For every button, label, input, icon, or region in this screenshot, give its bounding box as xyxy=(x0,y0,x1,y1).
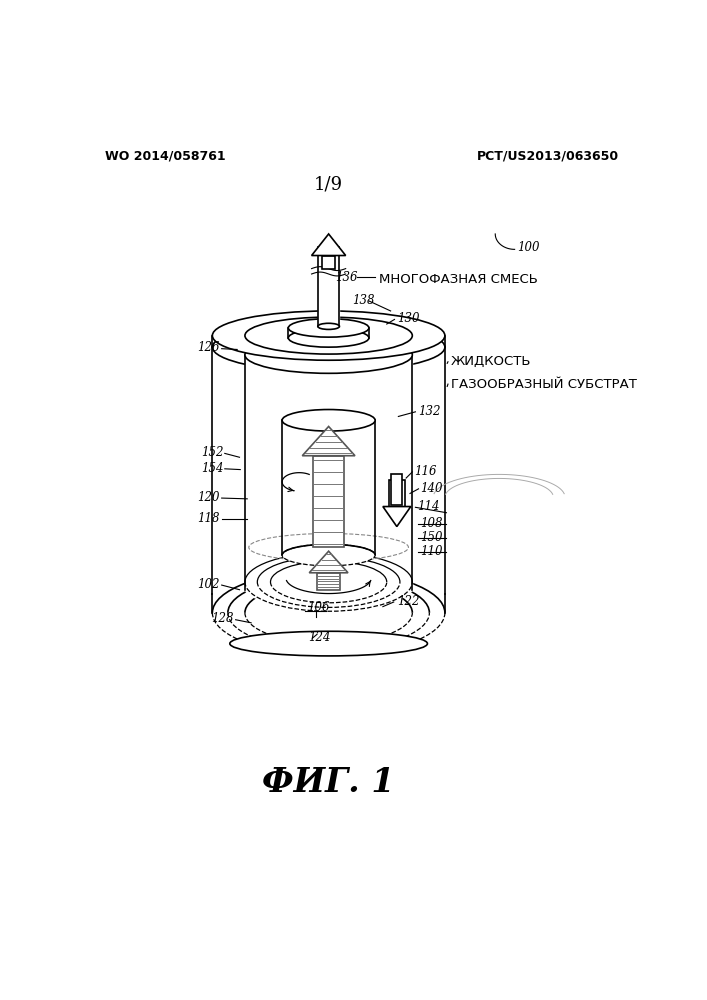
Ellipse shape xyxy=(230,631,428,656)
Text: 126: 126 xyxy=(198,341,220,354)
Text: WO 2014/058761: WO 2014/058761 xyxy=(105,149,226,162)
Text: 1/9: 1/9 xyxy=(314,175,343,193)
Text: 130: 130 xyxy=(397,312,419,325)
Text: 110: 110 xyxy=(420,545,443,558)
Bar xyxy=(392,474,402,505)
Text: 106: 106 xyxy=(307,601,329,614)
Text: 138: 138 xyxy=(352,294,375,307)
Text: 114: 114 xyxy=(417,500,440,513)
Text: 152: 152 xyxy=(201,446,223,459)
Ellipse shape xyxy=(282,410,375,431)
Polygon shape xyxy=(322,256,335,269)
Text: 120: 120 xyxy=(198,491,220,504)
Polygon shape xyxy=(309,551,348,573)
Text: 128: 128 xyxy=(211,612,234,625)
Text: ГАЗООБРАЗНЫЙ СУБСТРАТ: ГАЗООБРАЗНЫЙ СУБСТРАТ xyxy=(451,378,637,391)
Text: 132: 132 xyxy=(418,405,440,418)
Text: PCT/US2013/063650: PCT/US2013/063650 xyxy=(477,149,619,162)
Ellipse shape xyxy=(245,336,412,373)
Text: 136: 136 xyxy=(335,271,357,284)
Text: 102: 102 xyxy=(198,578,220,591)
Text: 150: 150 xyxy=(420,531,443,544)
Text: ФИГ. 1: ФИГ. 1 xyxy=(262,766,395,799)
Polygon shape xyxy=(317,573,340,590)
Ellipse shape xyxy=(317,323,339,329)
Text: МНОГОФАЗНАЯ СМЕСЬ: МНОГОФАЗНАЯ СМЕСЬ xyxy=(379,273,538,286)
Ellipse shape xyxy=(245,317,412,354)
Ellipse shape xyxy=(282,544,375,566)
Polygon shape xyxy=(313,456,344,547)
Ellipse shape xyxy=(288,319,369,337)
Text: 140: 140 xyxy=(420,482,443,495)
Ellipse shape xyxy=(212,311,445,360)
Ellipse shape xyxy=(245,336,412,373)
Text: ЖИДКОСТЬ: ЖИДКОСТЬ xyxy=(451,355,532,368)
Ellipse shape xyxy=(288,329,369,347)
Text: 122: 122 xyxy=(397,595,419,608)
Text: 116: 116 xyxy=(414,465,436,478)
Polygon shape xyxy=(303,426,355,456)
Text: 154: 154 xyxy=(201,462,223,475)
Text: 118: 118 xyxy=(198,512,220,525)
Text: 100: 100 xyxy=(517,241,539,254)
Ellipse shape xyxy=(245,571,412,608)
Polygon shape xyxy=(389,480,404,507)
Text: 124: 124 xyxy=(308,631,330,644)
Text: 108: 108 xyxy=(420,517,443,530)
Polygon shape xyxy=(383,507,411,527)
Ellipse shape xyxy=(212,323,445,372)
Polygon shape xyxy=(312,234,346,256)
